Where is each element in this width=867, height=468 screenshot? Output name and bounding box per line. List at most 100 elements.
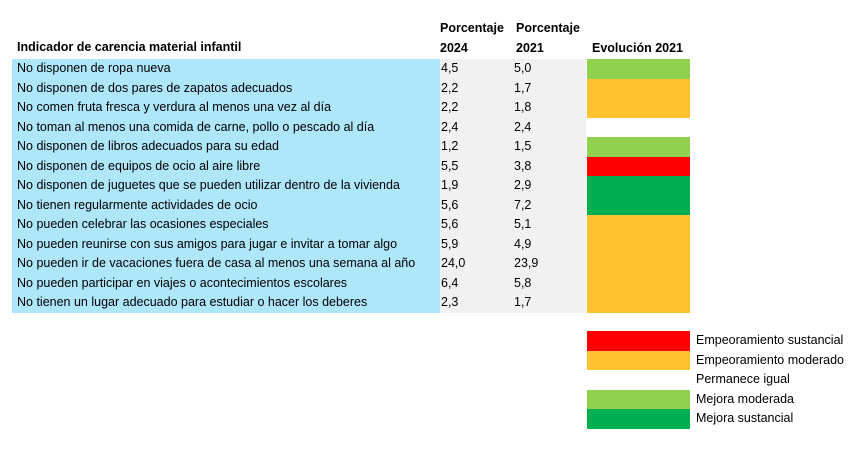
evolution-cell <box>587 78 690 98</box>
value-2024: 1,2 <box>441 139 459 153</box>
table-row: No pueden participar en viajes o acontec… <box>12 273 692 293</box>
value-2021-cell: 1,5 <box>513 137 586 157</box>
value-2024: 4,5 <box>441 61 459 75</box>
evolution-cell <box>587 117 690 137</box>
value-2021-cell: 1,7 <box>513 78 586 98</box>
table-row: No pueden reunirse con sus amigos para j… <box>12 234 692 254</box>
value-2024: 2,2 <box>441 100 459 114</box>
value-2021: 2,4 <box>514 119 532 134</box>
value-2021: 23,9 <box>514 256 539 270</box>
value-2024-cell: 5,6 <box>440 215 513 235</box>
value-2024-cell: 1,2 <box>440 137 513 157</box>
legend-label: Mejora moderada <box>696 391 794 406</box>
header-pct-2024-year: 2024 <box>440 41 468 55</box>
evolution-cell <box>587 195 690 215</box>
value-2024-cell: 5,6 <box>440 195 513 215</box>
value-2021: 1,8 <box>514 100 532 114</box>
legend-label: Mejora sustancial <box>696 411 794 425</box>
value-2024-cell: 2,2 <box>440 78 513 98</box>
value-2021: 5,0 <box>514 61 532 75</box>
indicator-cell: No disponen de ropa nueva <box>12 59 440 79</box>
value-2024-cell: 2,3 <box>440 293 513 313</box>
value-2024-cell: 6,4 <box>440 273 513 293</box>
legend-swatch <box>587 350 690 370</box>
value-2021: 1,7 <box>514 80 532 95</box>
value-2024: 2,4 <box>441 119 459 134</box>
evolution-cell <box>587 234 690 254</box>
value-2024: 5,9 <box>441 236 459 251</box>
table-row: No disponen de equipos de ocio al aire l… <box>12 156 692 176</box>
value-2021-cell: 4,9 <box>513 234 586 254</box>
value-2021: 1,5 <box>514 139 532 153</box>
legend-item: Mejora moderada <box>587 389 857 409</box>
value-2024: 2,3 <box>441 295 459 309</box>
value-2021-cell: 3,8 <box>513 156 586 176</box>
table-row: No disponen de ropa nueva 4,5 5,0 <box>12 59 692 79</box>
evolution-cell <box>587 273 690 293</box>
value-2024-cell: 1,9 <box>440 176 513 196</box>
value-2021: 7,2 <box>514 197 532 212</box>
value-2024-cell: 5,5 <box>440 156 513 176</box>
indicator-cell: No comen fruta fresca y verdura al menos… <box>12 98 440 118</box>
header-pct-2021-line1: Porcentaje <box>516 21 580 35</box>
value-2021-cell: 23,9 <box>513 254 586 274</box>
indicator-cell: No toman al menos una comida de carne, p… <box>12 117 440 137</box>
value-2024: 1,9 <box>441 178 459 192</box>
evolution-cell <box>587 98 690 118</box>
value-2024: 2,2 <box>441 80 459 95</box>
evolution-cell <box>587 59 690 79</box>
header-evolution: Evolución 2021 <box>592 41 684 55</box>
table-row: No tienen un lugar adecuado para estudia… <box>12 293 692 313</box>
evolution-cell <box>587 137 690 157</box>
legend-item: Empeoramiento sustancial <box>587 331 857 351</box>
legend-item: Permanece igual <box>587 370 857 390</box>
legend-swatch <box>587 389 690 409</box>
value-2021: 2,9 <box>514 178 532 192</box>
header-indicator: Indicador de carencia material infantil <box>17 40 242 54</box>
value-2021-cell: 2,9 <box>513 176 586 196</box>
table-row: No disponen de libros adecuados para su … <box>12 137 692 157</box>
indicator-cell: No disponen de libros adecuados para su … <box>12 137 440 157</box>
legend-item: Empeoramiento moderado <box>587 350 857 370</box>
value-2021: 1,7 <box>514 295 532 309</box>
indicator-cell: No tienen regularmente actividades de oc… <box>12 195 440 215</box>
indicator-cell: No tienen un lugar adecuado para estudia… <box>12 293 440 313</box>
value-2021-cell: 1,7 <box>513 293 586 313</box>
value-2021-cell: 2,4 <box>513 117 586 137</box>
header-pct-2024-line1: Porcentaje <box>440 21 504 35</box>
value-2021-cell: 5,1 <box>513 215 586 235</box>
indicator-cell: No disponen de equipos de ocio al aire l… <box>12 156 440 176</box>
legend-swatch <box>587 370 690 390</box>
legend-swatch <box>587 409 690 429</box>
table-row: No comen fruta fresca y verdura al menos… <box>12 98 692 118</box>
indicator-cell: No pueden celebrar las ocasiones especia… <box>12 215 440 235</box>
value-2021-cell: 5,0 <box>513 59 586 79</box>
evolution-cell <box>587 215 690 235</box>
table-row: No pueden celebrar las ocasiones especia… <box>12 215 692 235</box>
value-2024: 5,6 <box>441 217 459 231</box>
table-row: No pueden ir de vacaciones fuera de casa… <box>12 254 692 274</box>
value-2024-cell: 4,5 <box>440 59 513 79</box>
value-2021: 3,8 <box>514 158 532 173</box>
legend-swatch <box>587 331 690 351</box>
value-2021: 5,1 <box>514 217 532 231</box>
value-2024: 6,4 <box>441 275 459 290</box>
value-2024: 5,6 <box>441 197 459 212</box>
indicator-cell: No disponen de dos pares de zapatos adec… <box>12 78 440 98</box>
value-2024: 24,0 <box>441 256 466 270</box>
indicator-cell: No disponen de juguetes que se pueden ut… <box>12 176 440 196</box>
evolution-cell <box>587 176 690 196</box>
legend-label: Empeoramiento moderado <box>696 352 844 367</box>
indicator-cell: No pueden ir de vacaciones fuera de casa… <box>12 254 440 274</box>
evolution-cell <box>587 156 690 176</box>
header-pct-2021-year: 2021 <box>516 41 544 55</box>
value-2024-cell: 2,2 <box>440 98 513 118</box>
value-2024-cell: 24,0 <box>440 254 513 274</box>
value-2021: 5,8 <box>514 275 532 290</box>
legend-label: Permanece igual <box>696 372 790 386</box>
evolution-cell <box>587 293 690 313</box>
legend-label: Empeoramiento sustancial <box>696 333 844 347</box>
value-2024: 5,5 <box>441 158 459 173</box>
value-2024-cell: 5,9 <box>440 234 513 254</box>
value-2021-cell: 1,8 <box>513 98 586 118</box>
